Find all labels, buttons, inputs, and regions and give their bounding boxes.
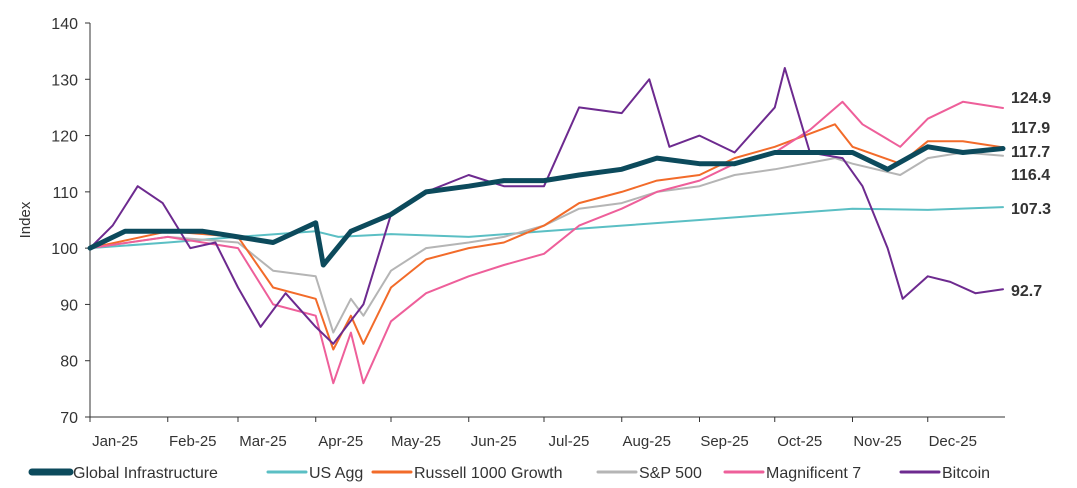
series-line-magnificent-7 — [89, 100, 1004, 385]
legend-label: Global Infrastructure — [73, 465, 218, 482]
series-line-russell-1000-growth — [89, 123, 1004, 351]
y-tick-label: 120 — [51, 129, 78, 146]
axes: 70 80 90 100 110 120 130 140 Index Jan-25 Feb-25 Ma… — [17, 16, 1005, 450]
y-tick-label: 130 — [51, 72, 78, 89]
legend: Global Infrastructure US Agg Russell 1000 … — [28, 465, 990, 482]
x-tick-label: Mar-25 — [239, 433, 287, 450]
x-tick-label: Apr-25 — [318, 433, 363, 450]
x-tick-label: Dec-25 — [929, 433, 977, 450]
end-value-label: 124.9 — [1011, 90, 1051, 107]
end-labels: 107.3 116.4 117.9 124.9 92.7 117.7 — [1011, 90, 1051, 300]
y-tick-label: 80 — [60, 354, 78, 371]
legend-label: Bitcoin — [942, 465, 990, 482]
legend-label: Russell 1000 Growth — [414, 465, 563, 482]
end-value-label: 92.7 — [1011, 283, 1042, 300]
x-tick-label: Jan-25 — [92, 433, 138, 450]
x-tick-label: Aug-25 — [623, 433, 671, 450]
x-tick-label: Nov-25 — [853, 433, 901, 450]
legend-label: Magnificent 7 — [766, 465, 861, 482]
x-tick-label: Jul-25 — [549, 433, 590, 450]
series-lines — [87, 67, 1006, 385]
series-line-bitcoin — [89, 67, 1004, 345]
legend-label: S&P 500 — [639, 465, 702, 482]
y-tick-label: 70 — [60, 410, 78, 427]
legend-label: US Agg — [309, 465, 363, 482]
y-axis-title: Index — [17, 201, 34, 238]
series-line-us-agg — [89, 206, 1004, 250]
x-tick-label: Feb-25 — [169, 433, 217, 450]
end-value-label: 117.7 — [1011, 144, 1050, 161]
end-value-label: 107.3 — [1011, 201, 1051, 218]
end-value-label: 116.4 — [1011, 167, 1050, 184]
x-tick-label: May-25 — [391, 433, 441, 450]
series-line-global-infrastructure — [87, 144, 1006, 268]
y-tick-label: 140 — [51, 16, 78, 33]
y-tick-label: 90 — [60, 297, 78, 314]
y-tick-label: 100 — [51, 241, 78, 258]
x-tick-label: Jun-25 — [471, 433, 517, 450]
x-tick-label: Oct-25 — [777, 433, 822, 450]
end-value-label: 117.9 — [1011, 120, 1050, 137]
y-tick-label: 110 — [52, 185, 78, 202]
x-tick-label: Sep-25 — [700, 433, 748, 450]
